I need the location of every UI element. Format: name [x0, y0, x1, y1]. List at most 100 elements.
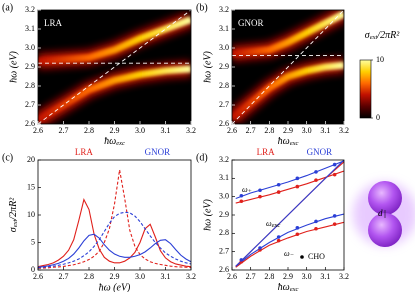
y-tick-label: 2.6 [219, 265, 229, 274]
x-axis-label: ħωexc [278, 282, 299, 292]
inner-label: GNOR [238, 18, 264, 28]
x-tick-label: 2.9 [110, 272, 120, 281]
series-line [37, 198, 192, 268]
x-tick-label: 2.7 [59, 272, 69, 281]
cho-point [239, 258, 244, 262]
cho-point [276, 235, 281, 239]
inner-label: LRA [44, 18, 63, 28]
x-tick-label: 2.6 [33, 126, 43, 135]
cho-point [295, 176, 300, 181]
y-tick-label: 0 [31, 265, 35, 274]
x-tick-label: 3.2 [186, 126, 196, 135]
y-tick-label: 2.9 [219, 210, 229, 219]
heatmap [38, 10, 191, 124]
cho-point [276, 190, 281, 194]
series-line [37, 233, 192, 268]
cho-point [295, 232, 300, 237]
x-tick-label: 3.1 [161, 272, 171, 281]
cho-point [332, 172, 337, 177]
series-line [37, 211, 192, 269]
x-tick-label: 3.2 [186, 272, 196, 281]
x-tick-label: 3.1 [161, 126, 171, 135]
x-tick-label: 3.1 [320, 272, 330, 281]
cho-point [239, 193, 244, 198]
annotation-main: ω [284, 249, 290, 258]
cho-point [258, 194, 262, 199]
x-axis-label-sub: exc [290, 286, 299, 292]
y-tick-label: 3.2 [219, 155, 229, 164]
y-tick-label: 2.8 [219, 81, 229, 90]
cho-point [295, 184, 300, 189]
y-tick-label: 3.0 [219, 191, 229, 200]
diagonal-guide [232, 10, 344, 124]
y-axis-label-sub: ext [12, 220, 19, 228]
x-axis-label: ħωexc [278, 136, 299, 147]
x-tick-label: 2.7 [246, 272, 256, 281]
x-tick-label: 2.9 [283, 126, 293, 135]
y-axis-label: σext/2πR² [8, 197, 19, 232]
legend-label: LRA [257, 147, 276, 157]
annotation-main: ω [266, 219, 272, 228]
x-tick-label: 2.8 [264, 126, 274, 135]
cho-point [332, 162, 337, 167]
cho-point [239, 199, 244, 204]
x-tick-label: 2.8 [84, 272, 94, 281]
cho-point [258, 246, 262, 250]
colorbar-tick-label: 0 [376, 113, 380, 122]
panel-label: (d) [196, 152, 208, 163]
x-tick-label: 2.7 [246, 126, 256, 135]
x-tick-label: 3.0 [135, 272, 145, 281]
legend-marker [300, 255, 304, 259]
legend-label: LRA [75, 147, 94, 157]
y-tick-label: 2.9 [25, 62, 35, 71]
legend-label: CHO [308, 252, 325, 261]
x-tick-label: 2.7 [59, 126, 69, 135]
dimer-label: d [378, 208, 383, 218]
cho-point [314, 226, 318, 231]
x-tick-label: 2.6 [227, 126, 237, 135]
x-tick-label: 3.2 [339, 272, 349, 281]
x-tick-label: 3.0 [302, 272, 312, 281]
cho-point [314, 219, 318, 224]
y-tick-label: 10 [27, 210, 35, 219]
x-tick-label: 2.6 [33, 272, 43, 281]
cho-point [276, 182, 281, 187]
x-tick-label: 3.1 [320, 126, 330, 135]
y-tick-label: 3.0 [25, 43, 35, 52]
panel-label: (a) [2, 2, 13, 13]
colorbar-tick-label: 10 [376, 55, 384, 64]
y-tick-label: 3.2 [219, 5, 229, 14]
x-tick-label: 2.8 [84, 126, 94, 135]
annotation: ω+ [242, 185, 252, 196]
cho-point [295, 226, 300, 230]
cho-point [332, 222, 337, 226]
y-tick-label: 3.1 [25, 24, 35, 33]
x-axis-label: ħωexc [104, 136, 125, 147]
x-axis-label: ħω (eV) [99, 282, 131, 292]
colorbar-label-main: σ [365, 30, 371, 41]
x-tick-label: 3.2 [339, 126, 349, 135]
series-line [235, 170, 344, 204]
x-tick-label: 3.0 [135, 126, 145, 135]
annotation: ω− [284, 249, 294, 260]
panel-label: (c) [2, 152, 13, 163]
ridge [38, 16, 191, 65]
y-axis-label-main: σ [8, 226, 19, 232]
x-tick-label: 2.6 [227, 272, 237, 281]
colorbar-label-sub: ext [370, 34, 378, 41]
y-tick-label: 2.7 [219, 100, 229, 109]
x-tick-label: 2.8 [264, 272, 274, 281]
cho-point [332, 214, 337, 218]
y-axis-label: ħω (eV) [8, 50, 19, 82]
cho-point [314, 170, 318, 174]
cho-point [276, 238, 281, 243]
diagonal-guide [38, 10, 191, 124]
cho-point [314, 178, 318, 182]
y-axis-label: ħω (eV) [202, 50, 213, 82]
x-tick-label: 2.9 [110, 126, 120, 135]
y-axis-label: ħω (eV) [202, 198, 213, 230]
y-tick-label: 20 [27, 155, 35, 164]
dimer-illustration [353, 181, 415, 247]
ridge [232, 10, 344, 58]
